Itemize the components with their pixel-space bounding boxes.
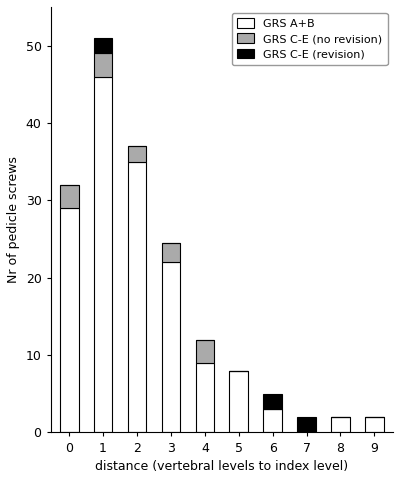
Bar <box>297 417 316 432</box>
Bar <box>365 417 384 432</box>
Bar <box>128 146 146 162</box>
Bar <box>196 340 214 363</box>
Bar <box>94 38 112 53</box>
Bar <box>263 409 282 432</box>
Bar <box>128 162 146 432</box>
Bar <box>94 77 112 432</box>
Bar <box>162 243 180 262</box>
Legend: GRS A+B, GRS C-E (no revision), GRS C-E (revision): GRS A+B, GRS C-E (no revision), GRS C-E … <box>232 12 388 65</box>
Bar <box>196 363 214 432</box>
X-axis label: distance (vertebral levels to index level): distance (vertebral levels to index leve… <box>95 460 348 473</box>
Bar <box>60 208 78 432</box>
Bar <box>263 394 282 409</box>
Bar <box>331 417 350 432</box>
Bar <box>94 53 112 77</box>
Bar <box>162 262 180 432</box>
Bar <box>60 185 78 208</box>
Bar <box>230 371 248 432</box>
Y-axis label: Nr of pedicle screws: Nr of pedicle screws <box>7 156 20 283</box>
